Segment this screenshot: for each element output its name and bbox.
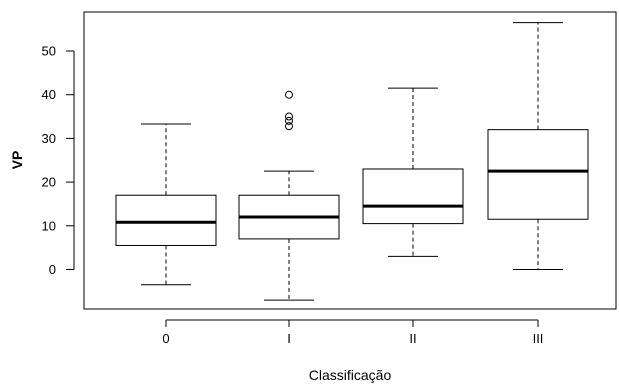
y-tick-label: 0 [49,262,56,277]
plot-frame [83,11,617,310]
y-axis-ticks: 0 10 20 30 40 50 [42,44,74,277]
iqr-box [115,194,217,246]
outlier-point [285,112,293,121]
x-tick-label: I [287,331,291,346]
outlier-point [285,90,293,99]
boxes [115,22,589,301]
box-1 [115,123,217,286]
outlier-point [285,116,293,125]
y-tick-label: 50 [42,44,56,59]
box-2 [238,90,340,301]
box-4 [487,22,589,270]
y-tick-label: 20 [42,175,56,190]
x-tick-label: III [533,331,544,346]
iqr-box [487,129,589,220]
x-axis-ticks: 0 I II III [162,320,543,346]
y-tick-label: 10 [42,218,56,233]
x-tick-label: II [409,331,416,346]
x-tick-label: 0 [162,331,169,346]
box-3 [362,87,464,257]
y-tick-label: 40 [42,87,56,102]
y-axis-title: VP [9,151,25,170]
outlier-point [285,122,293,131]
y-tick-label: 30 [42,131,56,146]
iqr-box [362,168,464,225]
x-axis-title: Classificação [309,367,392,383]
